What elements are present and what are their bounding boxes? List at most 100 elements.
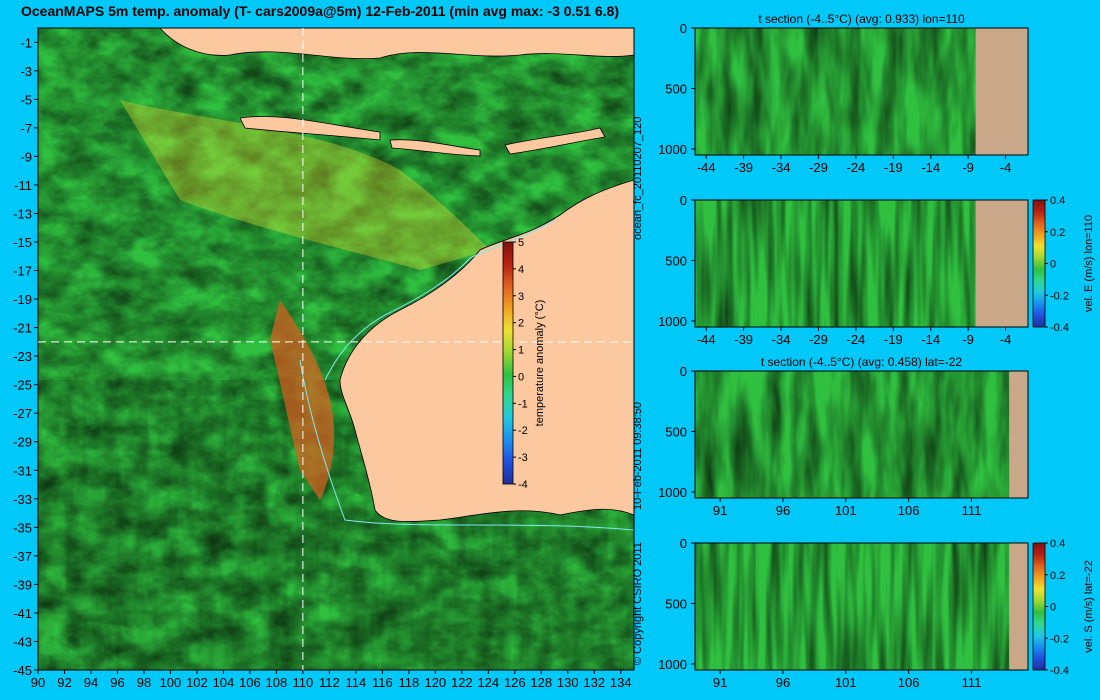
section-x-tick-label: 111 bbox=[962, 503, 982, 518]
section-x-tick-label: 106 bbox=[898, 675, 920, 690]
colorbar-tick-label: 1 bbox=[518, 345, 524, 357]
map-y-tick-label: -41 bbox=[13, 606, 32, 621]
t-section-lat-frame bbox=[694, 370, 1029, 499]
section-y-tick-label: 0 bbox=[680, 364, 687, 379]
map-x-tick-label: 92 bbox=[57, 675, 71, 690]
map-y-tick-label: -15 bbox=[13, 235, 32, 250]
section-x-tick-label: 111 bbox=[962, 675, 982, 690]
t-section-lat-title: t section (-4..5°C) (avg: 0.458) lat=-22 bbox=[761, 355, 963, 369]
t-section-lat-anomalies bbox=[695, 371, 1028, 498]
map-x-tick-label: 96 bbox=[110, 675, 124, 690]
section-x-tick-label: 96 bbox=[776, 675, 790, 690]
velE-section-lon-colorbar bbox=[1032, 199, 1046, 328]
velE-section-lon-frame bbox=[694, 199, 1029, 328]
section-y-tick-label: 0 bbox=[680, 193, 687, 208]
section-colorbar-tick-label: 0 bbox=[1050, 602, 1056, 614]
colorbar-tick-label: 3 bbox=[518, 291, 524, 303]
created-date-text: 10-Feb-2011 09:38:50 bbox=[632, 402, 644, 510]
map-y-tick-label: -9 bbox=[20, 149, 32, 164]
map-x-tick-label: 120 bbox=[424, 675, 446, 690]
velE-section-lon-anomalies bbox=[695, 200, 1028, 327]
section-x-tick-label: -14 bbox=[921, 332, 940, 347]
section-y-tick-label: 0 bbox=[680, 21, 687, 36]
velS-section-lat-frame bbox=[694, 542, 1029, 671]
colorbar-tick-label: -4 bbox=[518, 479, 528, 491]
section-x-tick-label: 106 bbox=[898, 503, 920, 518]
section-x-tick-label: 91 bbox=[713, 503, 727, 518]
map-panel: 90 92 94 96 98 100 102 104 106 108 110 112 114 116 118… bbox=[13, 27, 635, 690]
map-y-tick-label: -19 bbox=[13, 292, 32, 307]
section-y-tick-label: 500 bbox=[665, 424, 687, 439]
map-x-tick-label: 104 bbox=[213, 675, 235, 690]
section-y-tick-label: 1000 bbox=[658, 142, 687, 157]
map-x-tick-label: 116 bbox=[372, 675, 393, 690]
section-x-tick-label: -14 bbox=[921, 160, 940, 175]
shelf-contour-2 bbox=[299, 359, 635, 531]
colorbar-tick-label: 5 bbox=[518, 237, 524, 249]
leeuwin-current-warm bbox=[270, 300, 335, 500]
section-x-tick-label: 101 bbox=[835, 675, 857, 690]
colorbar-label: temperature anomaly (°C) bbox=[534, 300, 546, 427]
section-x-tick-label: -9 bbox=[962, 160, 974, 175]
temperature-colorbar bbox=[502, 241, 514, 485]
section-x-tick-label: -19 bbox=[884, 332, 903, 347]
map-x-tick-label: 134 bbox=[610, 675, 632, 690]
map-x-tick-label: 122 bbox=[451, 675, 473, 690]
section-x-tick-label: -29 bbox=[809, 160, 828, 175]
map-x-tick-label: 98 bbox=[137, 675, 151, 690]
map-x-tick-label: 106 bbox=[239, 675, 261, 690]
section-x-tick-label: -29 bbox=[809, 332, 828, 347]
section-x-tick-label: -4 bbox=[1000, 160, 1012, 175]
map-y-tick-label: -1 bbox=[20, 35, 32, 50]
section-y-tick-label: 500 bbox=[665, 81, 687, 96]
section-x-tick-label: -9 bbox=[962, 332, 974, 347]
section-x-tick-label: -34 bbox=[772, 160, 791, 175]
section-y-tick-label: 0 bbox=[680, 536, 687, 551]
t-section-lon-anomalies bbox=[695, 28, 1028, 155]
velS-section-lat-anomalies bbox=[695, 543, 1028, 670]
section-x-tick-label: -44 bbox=[697, 160, 716, 175]
run-id-text: ocean_fc_20110207_120 bbox=[632, 117, 644, 240]
section-colorbar-tick-label: -0.4 bbox=[1050, 322, 1069, 334]
section-colorbar-tick-label: -0.2 bbox=[1050, 290, 1069, 302]
section-x-tick-label: -19 bbox=[884, 160, 903, 175]
section-x-tick-label: -39 bbox=[734, 332, 753, 347]
warm-band bbox=[120, 100, 490, 270]
map-y-tick-label: -29 bbox=[13, 435, 32, 450]
map-y-tick-label: -3 bbox=[20, 64, 32, 79]
map-y-tick-label: -45 bbox=[13, 663, 32, 678]
map-y-tick-label: -35 bbox=[13, 520, 32, 535]
section-colorbar-tick-label: -0.4 bbox=[1050, 665, 1069, 677]
map-y-tick-label: -43 bbox=[13, 634, 32, 649]
map-y-tick-label: -7 bbox=[20, 121, 32, 136]
map-y-tick-label: -5 bbox=[20, 92, 32, 107]
map-y-tick-label: -11 bbox=[14, 178, 32, 193]
map-y-tick-label: -27 bbox=[13, 406, 32, 421]
australia-land bbox=[339, 179, 635, 523]
map-x-tick-label: 124 bbox=[477, 675, 499, 690]
map-frame bbox=[37, 27, 635, 671]
section-colorbar-tick-label: 0.2 bbox=[1050, 227, 1065, 239]
map-y-tick-label: -13 bbox=[13, 206, 32, 221]
t-section-lon-frame bbox=[694, 27, 1029, 156]
map-y-tick-label: -23 bbox=[13, 349, 32, 364]
map-x-tick-label: 118 bbox=[398, 675, 419, 690]
map-title: OceanMAPS 5m temp. anomaly (T- cars2009a… bbox=[20, 3, 620, 19]
colorbar-tick-label: 2 bbox=[518, 318, 524, 330]
colorbar-tick-label: -2 bbox=[518, 425, 528, 437]
section-y-tick-label: 1000 bbox=[658, 657, 687, 672]
section-x-tick-label: -34 bbox=[772, 332, 791, 347]
map-x-tick-label: 100 bbox=[160, 675, 182, 690]
section-x-tick-label: -44 bbox=[697, 332, 716, 347]
map-y-tick-label: -17 bbox=[13, 264, 32, 279]
timor-land bbox=[504, 127, 606, 155]
section-x-tick-label: 91 bbox=[713, 675, 727, 690]
section-y-tick-label: 1000 bbox=[658, 314, 687, 329]
section-x-tick-label: -4 bbox=[1000, 332, 1012, 347]
map-y-tick-label: -33 bbox=[13, 492, 32, 507]
section-colorbar-tick-label: -0.2 bbox=[1050, 633, 1069, 645]
t-section-lat-panel: t section (-4..5°C) (avg: 0.458) lat=-22… bbox=[658, 355, 1029, 518]
map-x-tick-label: 110 bbox=[293, 675, 314, 690]
map-x-tick-label: 90 bbox=[31, 675, 45, 690]
